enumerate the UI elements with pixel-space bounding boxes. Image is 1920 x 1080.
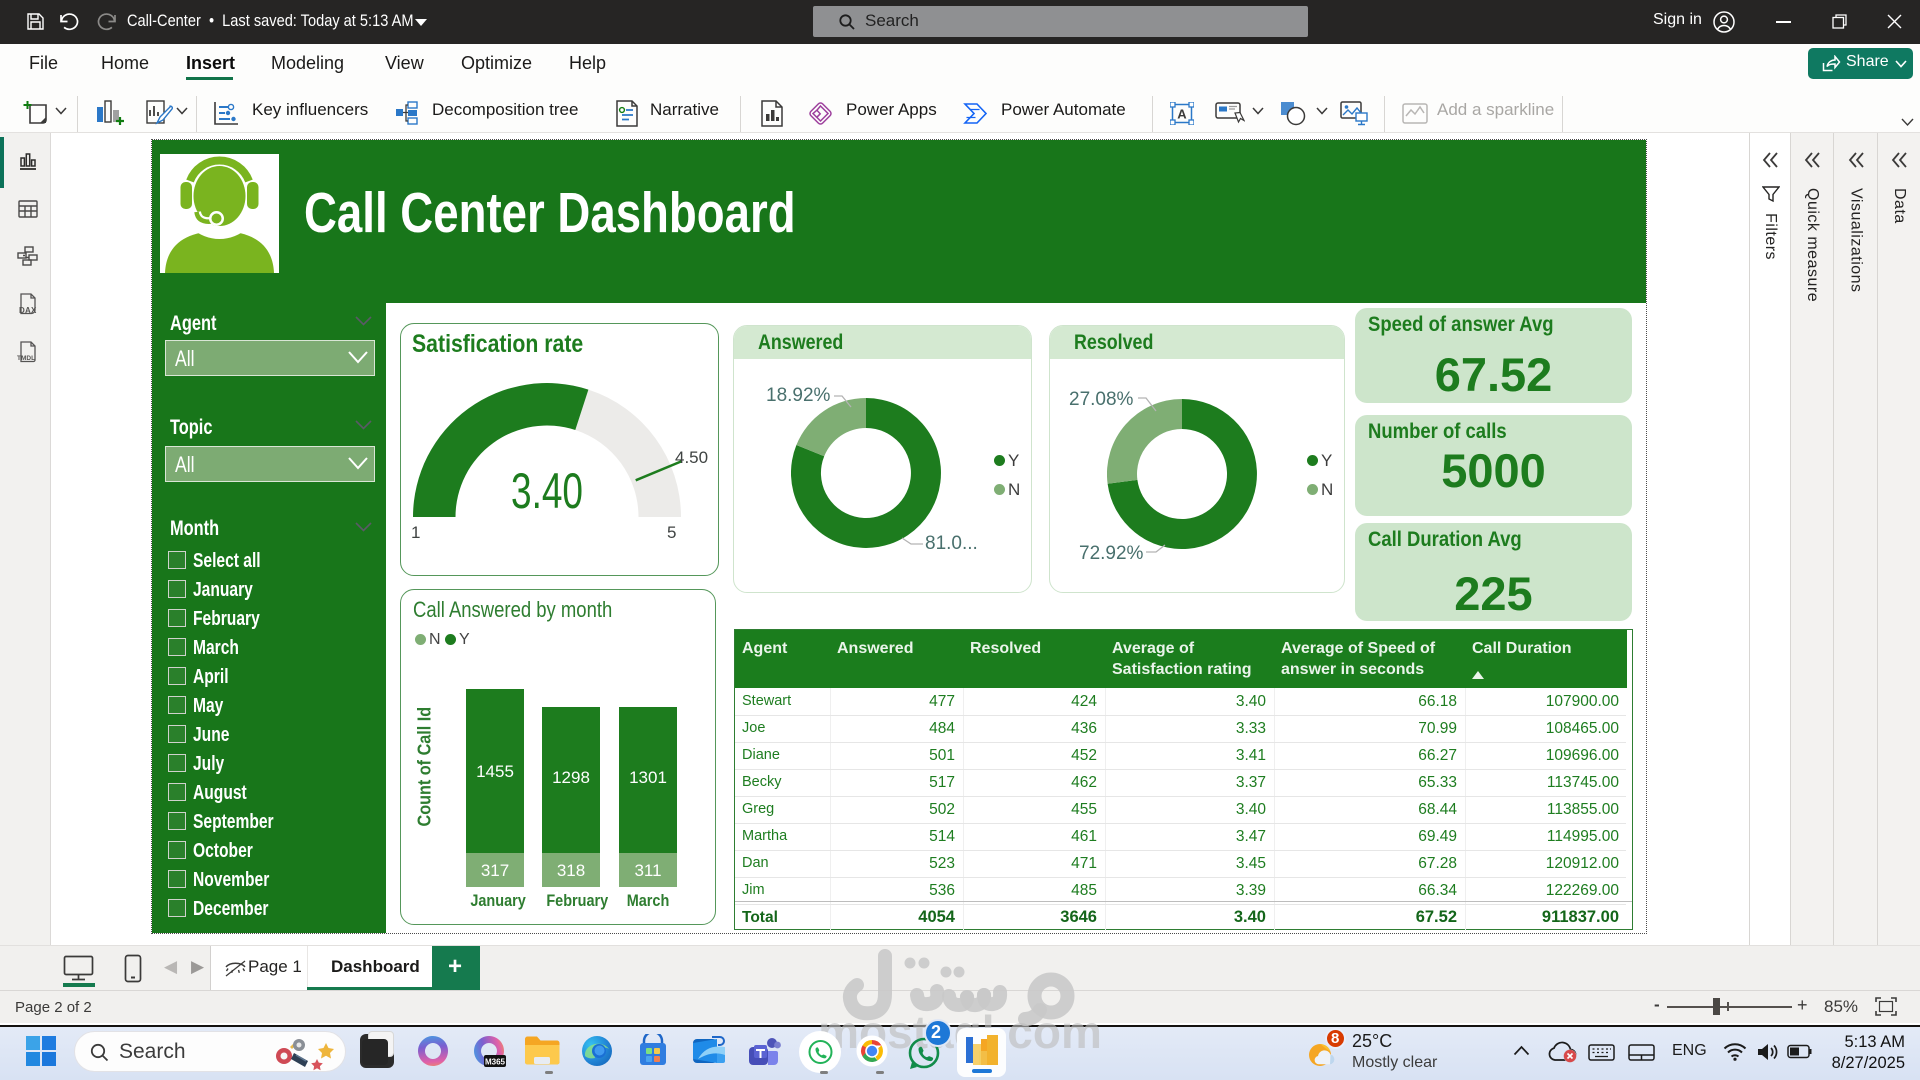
svg-text:M365: M365: [485, 1058, 506, 1067]
svg-text:A: A: [1177, 107, 1187, 122]
